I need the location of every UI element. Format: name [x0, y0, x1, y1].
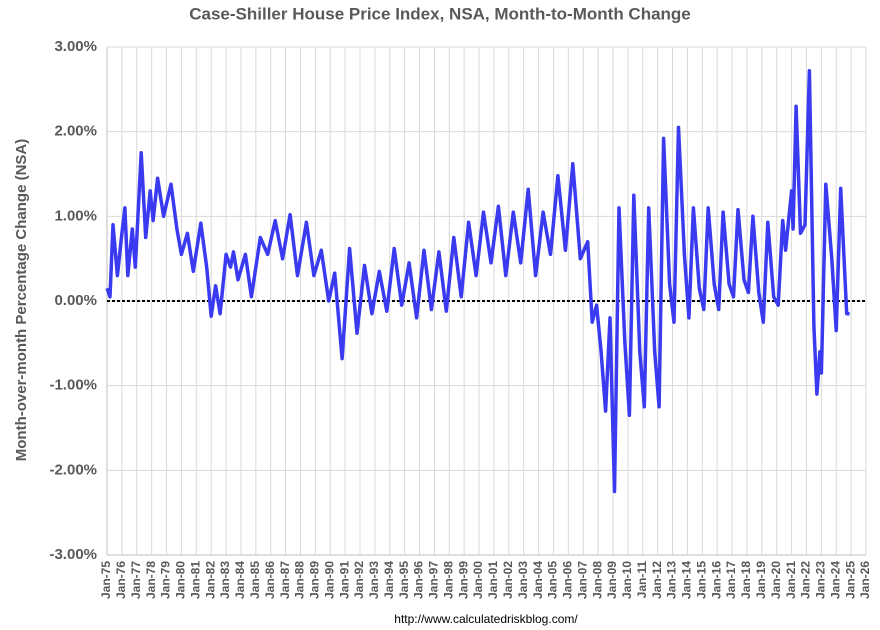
data-line [105, 68, 850, 494]
x-tick-label: Jan-83 [218, 561, 232, 599]
x-tick-label: Jan-91 [337, 561, 351, 599]
x-tick-label: Jan-98 [441, 561, 455, 599]
x-tick-label: Jan-97 [427, 561, 441, 599]
y-tick-label: -1.00% [49, 377, 97, 394]
y-tick-label: 2.00% [54, 123, 97, 140]
x-tick-label: Jan-87 [278, 561, 292, 599]
x-tick-label: Jan-81 [188, 561, 202, 599]
x-tick-label: Jan-75 [99, 561, 113, 599]
y-tick-label: 3.00% [54, 38, 97, 55]
y-tick-label: 1.00% [54, 207, 97, 224]
x-tick-label: Jan-95 [397, 561, 411, 599]
x-tick-label: Jan-14 [680, 561, 694, 599]
x-tick-label: Jan-09 [605, 561, 619, 599]
x-tick-label: Jan-79 [159, 561, 173, 599]
x-tick-label: Jan-10 [620, 561, 634, 599]
source: http://www.calculatedriskblog.com/ [394, 612, 578, 626]
x-tick-label: Jan-92 [352, 561, 366, 599]
x-tick-label: Jan-88 [293, 561, 307, 599]
x-tick-label: Jan-16 [709, 561, 723, 599]
x-tick-label: Jan-19 [754, 561, 768, 599]
x-tick-label: Jan-20 [769, 561, 783, 599]
x-tick-label: Jan-04 [531, 561, 545, 599]
x-tick-label: Jan-93 [367, 561, 381, 599]
y-tick-label: -3.00% [49, 546, 97, 563]
x-tick-label: Jan-77 [129, 561, 143, 599]
x-tick-label: Jan-25 [843, 561, 857, 599]
x-tick-label: Jan-02 [501, 561, 515, 599]
x-tick-label: Jan-80 [174, 561, 188, 599]
x-tick-label: Jan-26 [858, 561, 872, 599]
x-tick-label: Jan-15 [694, 561, 708, 599]
x-tick-label: Jan-78 [144, 561, 158, 599]
x-tick-label: Jan-05 [546, 561, 560, 599]
x-tick-label: Jan-22 [799, 561, 813, 599]
x-tick-label: Jan-17 [724, 561, 738, 599]
x-tick-label: Jan-01 [486, 561, 500, 599]
x-tick-label: Jan-82 [203, 561, 217, 599]
x-tick-label: Jan-06 [561, 561, 575, 599]
x-tick-label: Jan-12 [650, 561, 664, 599]
x-tick-label: Jan-24 [828, 561, 842, 599]
x-tick-label: Jan-89 [308, 561, 322, 599]
x-tick-label: Jan-21 [784, 561, 798, 599]
x-tick-label: Jan-08 [590, 561, 604, 599]
x-tick-label: Jan-03 [516, 561, 530, 599]
x-tick-label: Jan-86 [263, 561, 277, 599]
chart-title: Case-Shiller House Price Index, NSA, Mon… [189, 4, 691, 23]
x-tick-label: Jan-84 [233, 561, 247, 599]
y-tick-label: -2.00% [49, 461, 97, 478]
x-tick-label: Jan-76 [114, 561, 128, 599]
x-tick-label: Jan-94 [382, 561, 396, 599]
y-tick-label: 0.00% [54, 292, 97, 309]
x-tick-label: Jan-18 [739, 561, 753, 599]
x-tick-label: Jan-85 [248, 561, 262, 599]
x-tick-label: Jan-96 [412, 561, 426, 599]
x-tick-label: Jan-13 [665, 561, 679, 599]
x-tick-label: Jan-99 [456, 561, 470, 599]
x-tick-label: Jan-07 [575, 561, 589, 599]
x-tick-label: Jan-23 [814, 561, 828, 599]
x-tick-label: Jan-11 [635, 561, 649, 599]
x-tick-label: Jan-90 [322, 561, 336, 599]
x-tick-label: Jan-00 [471, 561, 485, 599]
y-axis-label: Month-over-month Percentage Change (NSA) [13, 139, 30, 462]
